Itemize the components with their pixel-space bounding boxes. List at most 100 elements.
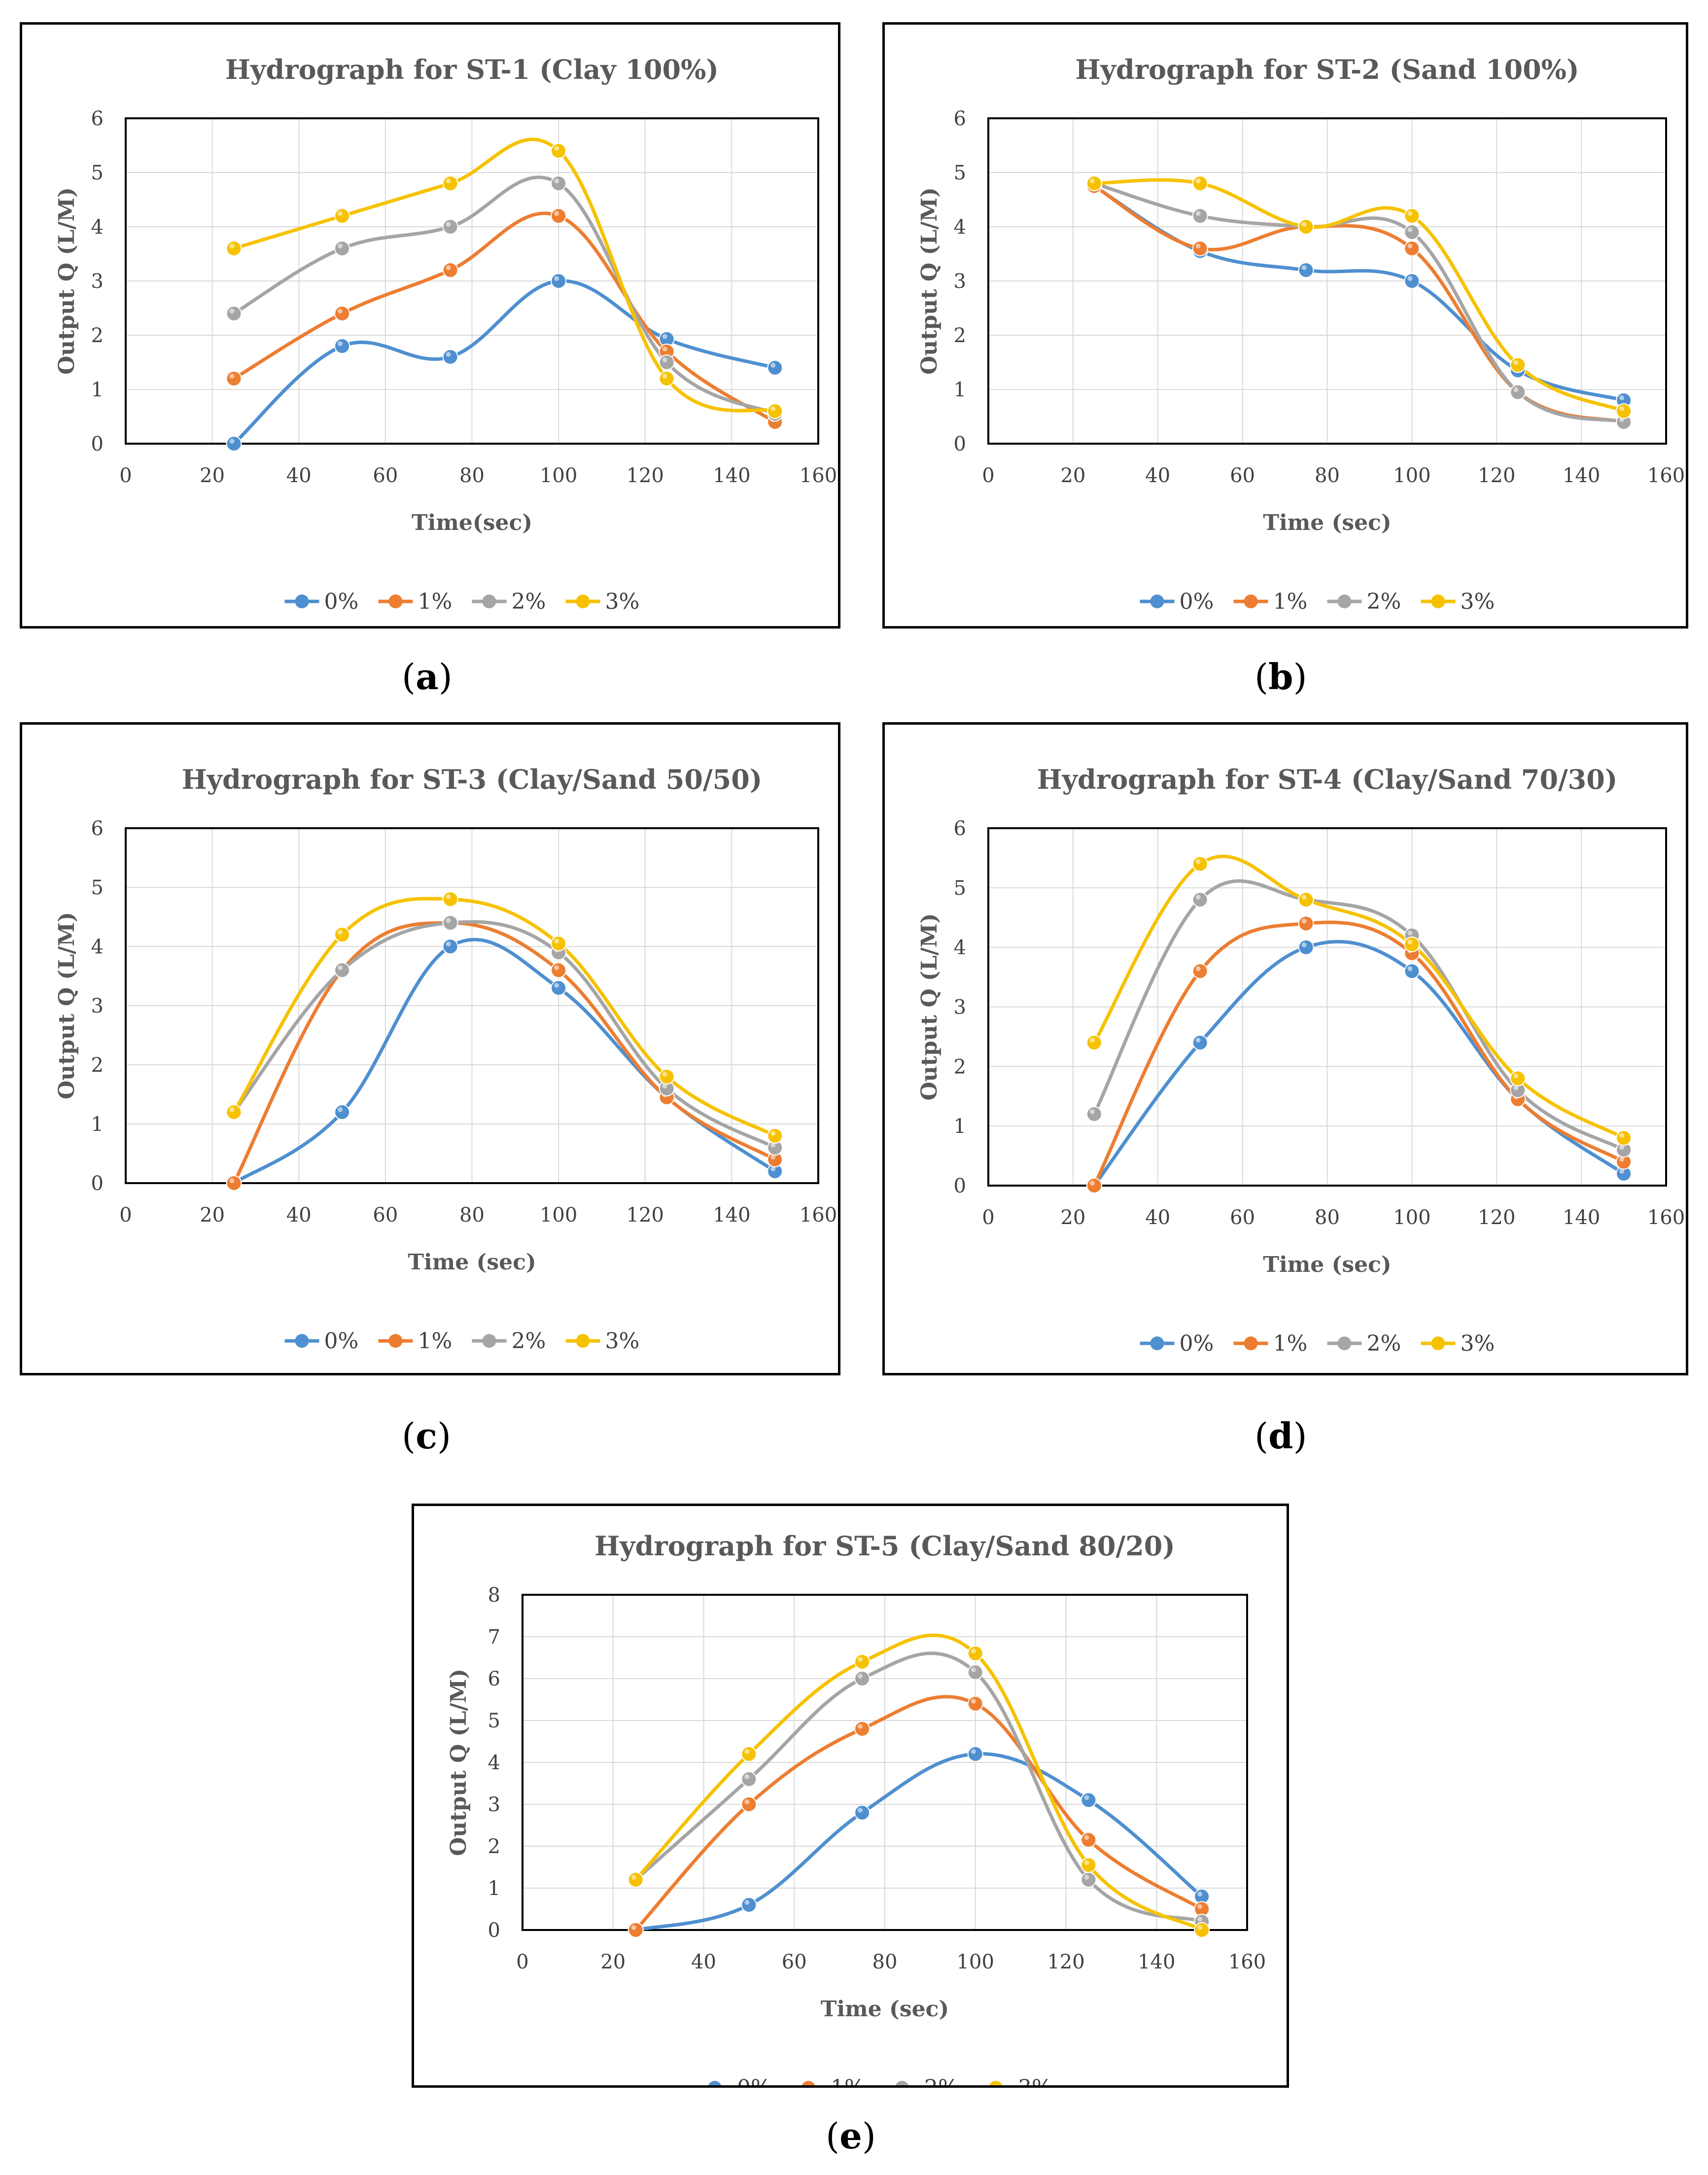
x-tick-label: 20 <box>200 464 225 487</box>
x-tick-label: 20 <box>1060 1206 1085 1229</box>
data-point-highlight <box>1513 1085 1519 1090</box>
data-point-highlight <box>1195 178 1201 183</box>
data-point <box>1086 175 1102 191</box>
data-point-highlight <box>1407 966 1413 971</box>
legend-marker <box>576 595 590 608</box>
data-point <box>1298 915 1314 932</box>
x-tick-label: 140 <box>1138 1951 1175 1973</box>
x-tick-label: 100 <box>540 1204 577 1227</box>
data-point-highlight <box>446 265 451 270</box>
x-tick-label: 140 <box>713 464 750 487</box>
data-point-highlight <box>770 1131 776 1136</box>
legend-marker <box>388 595 403 608</box>
data-point <box>1510 1070 1526 1087</box>
series-line-3% <box>634 1633 1204 1932</box>
y-tick-label: 2 <box>488 1835 500 1858</box>
data-point-highlight <box>446 894 451 899</box>
data-point <box>1192 856 1208 872</box>
data-point-highlight <box>662 357 667 362</box>
data-point <box>1298 262 1314 278</box>
x-tick-label: 20 <box>600 1951 626 1973</box>
data-point <box>1081 1857 1097 1873</box>
x-tick-label: 20 <box>1060 464 1085 487</box>
data-point-highlight <box>1301 942 1307 947</box>
x-tick-label: 100 <box>1393 464 1430 487</box>
legend-label: 0% <box>324 1329 359 1354</box>
data-point <box>741 1746 757 1762</box>
panel-caption: (a) <box>402 656 453 698</box>
data-point-highlight <box>446 918 451 923</box>
x-tick-label: 80 <box>872 1951 898 1973</box>
data-point-highlight <box>971 1699 976 1704</box>
chart-title: Hydrograph for ST-1 (Clay 100%) <box>225 54 719 85</box>
data-point <box>334 241 350 256</box>
series-line-2% <box>1092 181 1626 424</box>
y-tick-label: 1 <box>954 379 966 401</box>
y-tick-label: 6 <box>954 107 966 130</box>
x-tick-label: 0 <box>119 464 132 487</box>
x-tick-label: 60 <box>373 1204 398 1227</box>
data-point <box>1616 403 1632 419</box>
legend-label: 1% <box>1273 589 1308 614</box>
y-axis-label: Output Q (L/M) <box>446 1669 471 1856</box>
data-point-highlight <box>1195 211 1201 216</box>
plot-area-border <box>522 1594 1248 1931</box>
legend-label: 0% <box>1180 589 1214 614</box>
data-point-highlight <box>662 347 667 351</box>
y-tick-label: 1 <box>954 1115 966 1138</box>
x-tick-label: 0 <box>982 464 994 487</box>
data-point-highlight <box>1407 244 1413 248</box>
data-point <box>1298 939 1314 955</box>
data-point-highlight <box>1301 265 1307 270</box>
legend-marker <box>1244 595 1258 608</box>
data-point-highlight <box>1619 395 1625 400</box>
data-point <box>1192 892 1208 908</box>
data-point-highlight <box>554 983 559 988</box>
x-tick-label: 0 <box>119 1204 132 1227</box>
data-point-highlight <box>662 1072 667 1077</box>
data-point-highlight <box>858 1657 863 1662</box>
data-point-highlight <box>1619 1145 1625 1150</box>
series-line-1% <box>634 1695 1204 1932</box>
data-point-highlight <box>1089 1038 1095 1043</box>
x-tick-label: 40 <box>691 1951 716 1973</box>
data-point-highlight <box>662 1084 667 1088</box>
data-point <box>1404 208 1420 224</box>
data-point-highlight <box>446 222 451 227</box>
series-line-1% <box>1092 920 1626 1188</box>
data-point-highlight <box>858 1674 863 1679</box>
x-axis-label: Time(sec) <box>412 510 532 535</box>
data-point-highlight <box>971 1667 976 1673</box>
x-tick-label: 120 <box>1047 1951 1084 1973</box>
data-point-highlight <box>338 930 343 935</box>
y-tick-label: 2 <box>91 324 104 347</box>
series-line-1% <box>1092 184 1626 424</box>
x-axis-label: Time (sec) <box>1263 510 1392 535</box>
legend-label: 1% <box>831 2075 865 2085</box>
data-point-highlight <box>770 1166 776 1171</box>
data-point <box>1192 1035 1208 1051</box>
legend-label: 2% <box>512 589 546 614</box>
data-point <box>334 208 350 224</box>
data-point-highlight <box>1197 1904 1203 1909</box>
panel-caption: (c) <box>402 1415 452 1457</box>
legend-marker <box>1431 1336 1445 1350</box>
data-point <box>334 962 350 978</box>
y-tick-label: 3 <box>488 1793 500 1816</box>
data-point-highlight <box>338 211 343 216</box>
data-point-highlight <box>1197 1892 1203 1896</box>
data-point-highlight <box>1407 939 1413 945</box>
panel-caption-letter: d <box>1268 1415 1293 1457</box>
legend-marker <box>802 2081 815 2085</box>
data-point <box>551 143 567 159</box>
legend-marker <box>388 1334 403 1348</box>
chart-svg: Hydrograph for ST-2 (Sand 100%)0 20 40 60 80… <box>917 54 1685 614</box>
chart-panel-1: Hydrograph for ST-1 (Clay 100%) 0 20 40 60 80… <box>20 22 840 629</box>
data-point <box>854 1805 871 1821</box>
series-line-2% <box>232 920 777 1150</box>
x-tick-label: 140 <box>713 1204 750 1227</box>
data-point <box>226 1175 242 1191</box>
series-line-2% <box>232 175 777 416</box>
data-point <box>442 262 458 278</box>
series-line-0% <box>634 1752 1204 1932</box>
